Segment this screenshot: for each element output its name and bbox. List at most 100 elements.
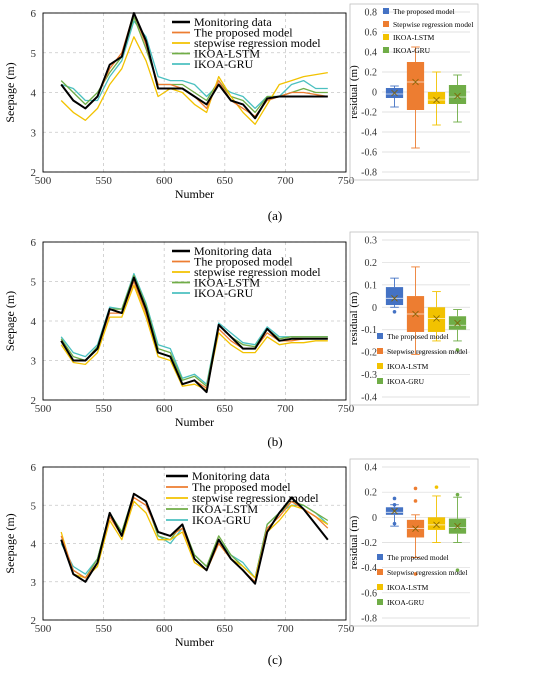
box-mean-marker (433, 96, 440, 104)
y-tick-label: 0 (372, 303, 377, 314)
x-tick-label: 500 (35, 623, 52, 635)
y-tick-label: 5 (31, 48, 37, 60)
x-tick-label: 650 (217, 623, 234, 635)
series-line (60, 500, 329, 579)
x-tick-label: 550 (95, 175, 112, 187)
y-axis-label: residual (m) (348, 515, 360, 569)
y-tick-label: -0.2 (361, 538, 377, 549)
legend-swatch (377, 584, 383, 590)
legend-swatch (377, 599, 383, 605)
y-tick-label: -0.6 (361, 588, 377, 599)
box-mean-marker (454, 319, 461, 327)
panel-caption: (b) (267, 434, 282, 449)
box-outlier (392, 502, 397, 507)
legend-label: Stepwise regression model (387, 568, 467, 577)
y-tick-label: -0.8 (361, 614, 377, 625)
legend-swatch (383, 21, 389, 27)
x-tick-label: 500 (35, 175, 52, 187)
box-outlier (413, 572, 418, 576)
legend-label: IKOA-GRU (194, 286, 254, 300)
line-chart-b: 500 550 600 650 700 750 2 3 4 5 6 Number Seepage (m)… (3, 237, 355, 429)
x-tick-label: 500 (35, 403, 52, 415)
y-axis-label: residual (m) (348, 65, 360, 119)
y-tick-label: 4 (31, 539, 37, 551)
y-tick-label: 3 (31, 577, 37, 589)
box-mean-marker (433, 521, 440, 529)
legend-swatch (383, 8, 389, 14)
box-body (427, 92, 446, 104)
box-body (427, 517, 446, 530)
legend-label: Monitoring data (194, 15, 272, 29)
panel-caption: (c) (268, 652, 282, 667)
series-line (60, 36, 328, 125)
x-tick-label: 650 (217, 175, 234, 187)
legend-swatch (383, 34, 389, 40)
box-mean-marker (391, 89, 398, 97)
series-line (60, 12, 328, 120)
box-outlier (392, 521, 397, 526)
y-tick-label: 2 (31, 395, 37, 407)
box-body (427, 307, 446, 332)
legend-label: The proposed model (192, 480, 291, 494)
chart-frame (349, 458, 479, 627)
box-body (406, 62, 425, 110)
plot-frame (42, 12, 347, 173)
y-tick-label: 0.2 (365, 68, 378, 79)
box-outlier (392, 496, 397, 501)
x-axis-label: Number (175, 635, 214, 649)
box-mean-marker (412, 78, 419, 86)
series-line (60, 20, 328, 110)
legend-label: IKOA-LSTM (393, 33, 435, 42)
plot-frame (42, 241, 347, 401)
box-mean-marker (391, 507, 398, 515)
plot-frame (42, 466, 347, 621)
box-mean-marker (454, 522, 461, 530)
panel-caption: (a) (268, 208, 282, 223)
y-tick-label: 3 (31, 356, 37, 368)
y-tick-label: 0.3 (365, 236, 378, 247)
y-tick-label: 0.4 (365, 48, 378, 59)
box-outlier (455, 348, 460, 352)
legend-label: IKOA-LSTM (387, 583, 429, 592)
box-mean-marker (412, 310, 419, 318)
legend-swatch (377, 333, 383, 339)
y-tick-label: -0.4 (361, 563, 377, 574)
y-tick-label: 5 (31, 277, 37, 289)
y-tick-label: -0.4 (361, 128, 377, 139)
y-tick-label: 0.4 (365, 463, 378, 474)
x-tick-label: 600 (156, 175, 173, 187)
y-axis-label: Seepage (m) (3, 62, 17, 122)
box-outlier (413, 499, 418, 503)
y-tick-label: 2 (31, 615, 37, 627)
y-tick-label: -0.8 (361, 168, 377, 179)
y-tick-label: 0.6 (365, 28, 378, 39)
y-tick-label: 3 (31, 127, 37, 139)
box-chart-c: -0.8 -0.6 -0.4 -0.2 0 0.2 0.4 residual (m) The p… (348, 458, 479, 627)
legend-label: The proposed model (393, 7, 455, 16)
series-line (60, 492, 329, 585)
y-tick-label: -0.2 (361, 348, 377, 359)
x-tick-label: 550 (95, 623, 112, 635)
y-tick-label: 0 (372, 88, 377, 99)
chart-frame (349, 3, 479, 181)
y-tick-label: -0.4 (361, 393, 377, 404)
box-mean-marker (412, 525, 419, 532)
legend-label: IKOA-GRU (393, 46, 431, 55)
y-tick-label: 4 (31, 88, 37, 100)
chart-frame (349, 231, 479, 406)
legend-label: IKOA-GRU (387, 598, 425, 607)
box-outlier (413, 486, 418, 491)
y-tick-label: -0.3 (361, 370, 377, 381)
box-mean-marker (433, 315, 440, 322)
y-tick-label: -0.2 (361, 108, 377, 119)
x-tick-label: 700 (277, 623, 294, 635)
series-line (60, 276, 328, 394)
legend-label: IKOA-LSTM (194, 47, 260, 61)
line-chart-c: 500 550 600 650 700 750 2 3 4 5 6 Number Seepage (m)… (3, 462, 355, 649)
box-body (385, 287, 404, 306)
legend-label: stepwise regression model (192, 491, 319, 505)
legend-swatch (377, 363, 383, 369)
legend-label: stepwise regression model (194, 36, 321, 50)
y-tick-label: 0 (372, 513, 377, 524)
legend-label: IKOA-GRU (192, 513, 252, 527)
